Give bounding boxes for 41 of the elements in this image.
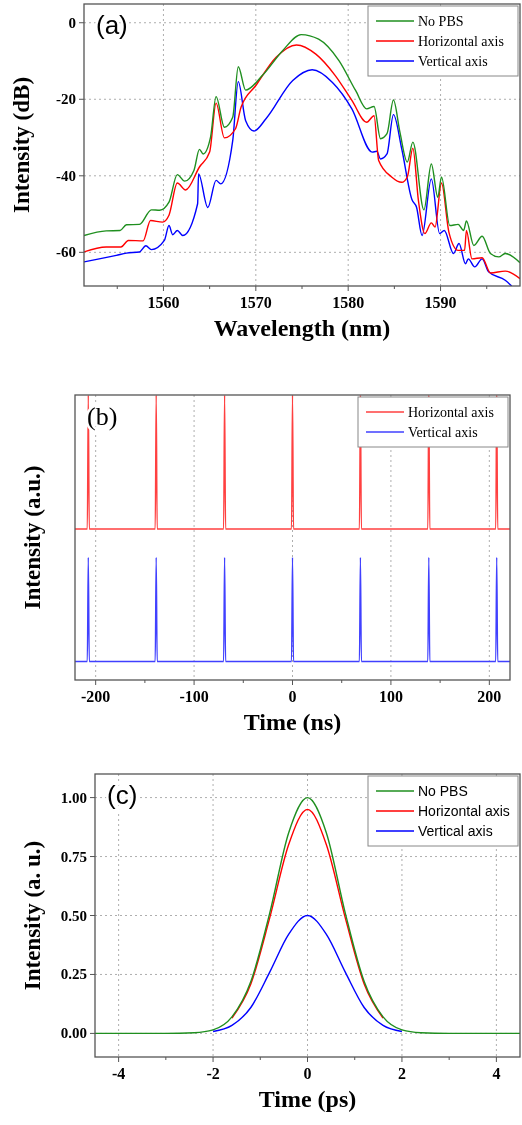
x-axis-title: Time (ns) — [243, 709, 342, 735]
x-tick-label: 1570 — [239, 294, 272, 311]
y-tick-label: 0.25 — [60, 966, 87, 983]
x-tick-label: 2 — [397, 1065, 406, 1082]
y-tick-label: 1.00 — [60, 789, 87, 806]
legend-label: Horizontal axis — [418, 34, 504, 49]
legend-label: Horizontal axis — [408, 405, 494, 420]
x-tick-label: 0 — [288, 688, 297, 705]
y-tick-label: 0.75 — [60, 848, 87, 865]
y-tick-label: 0.00 — [60, 1025, 87, 1042]
legend-label: Vertical axis — [418, 54, 488, 69]
y-axis-title: Intensity (dB) — [9, 76, 34, 214]
x-tick-label: -100 — [179, 688, 209, 705]
x-axis-title: Time (ps) — [258, 1086, 357, 1112]
x-tick-label: 0 — [303, 1065, 312, 1082]
line-series — [231, 808, 384, 1019]
annotation: (c) — [107, 780, 138, 810]
y-tick-label: -20 — [56, 91, 76, 108]
legend-label: No PBS — [418, 14, 464, 29]
x-tick-label: 1580 — [332, 294, 365, 311]
y-axis-title: Intensity (a. u.) — [20, 840, 45, 991]
line-series — [212, 914, 403, 1033]
y-tick-label: -60 — [56, 244, 76, 261]
x-tick-label: -2 — [206, 1065, 220, 1082]
x-axis-title: Wavelength (nm) — [213, 315, 391, 341]
legend-label: No PBS — [418, 783, 468, 799]
x-tick-label: 1590 — [424, 294, 457, 311]
x-tick-label: 200 — [477, 688, 502, 705]
x-tick-label: 1560 — [147, 294, 180, 311]
annotation: (a) — [96, 10, 128, 40]
x-tick-label: 100 — [378, 688, 403, 705]
x-tick-label: -4 — [111, 1065, 126, 1082]
y-tick-label: 0.50 — [60, 907, 87, 924]
legend-label: Vertical axis — [408, 425, 478, 440]
x-tick-label: -200 — [81, 688, 111, 705]
x-tick-label: 4 — [492, 1065, 501, 1082]
y-tick-label: -40 — [56, 167, 76, 184]
legend-label: Horizontal axis — [418, 803, 510, 819]
legend-label: Vertical axis — [418, 823, 493, 839]
y-axis-title: Intensity (a.u.) — [20, 465, 45, 610]
y-tick-label: 0 — [68, 14, 76, 31]
